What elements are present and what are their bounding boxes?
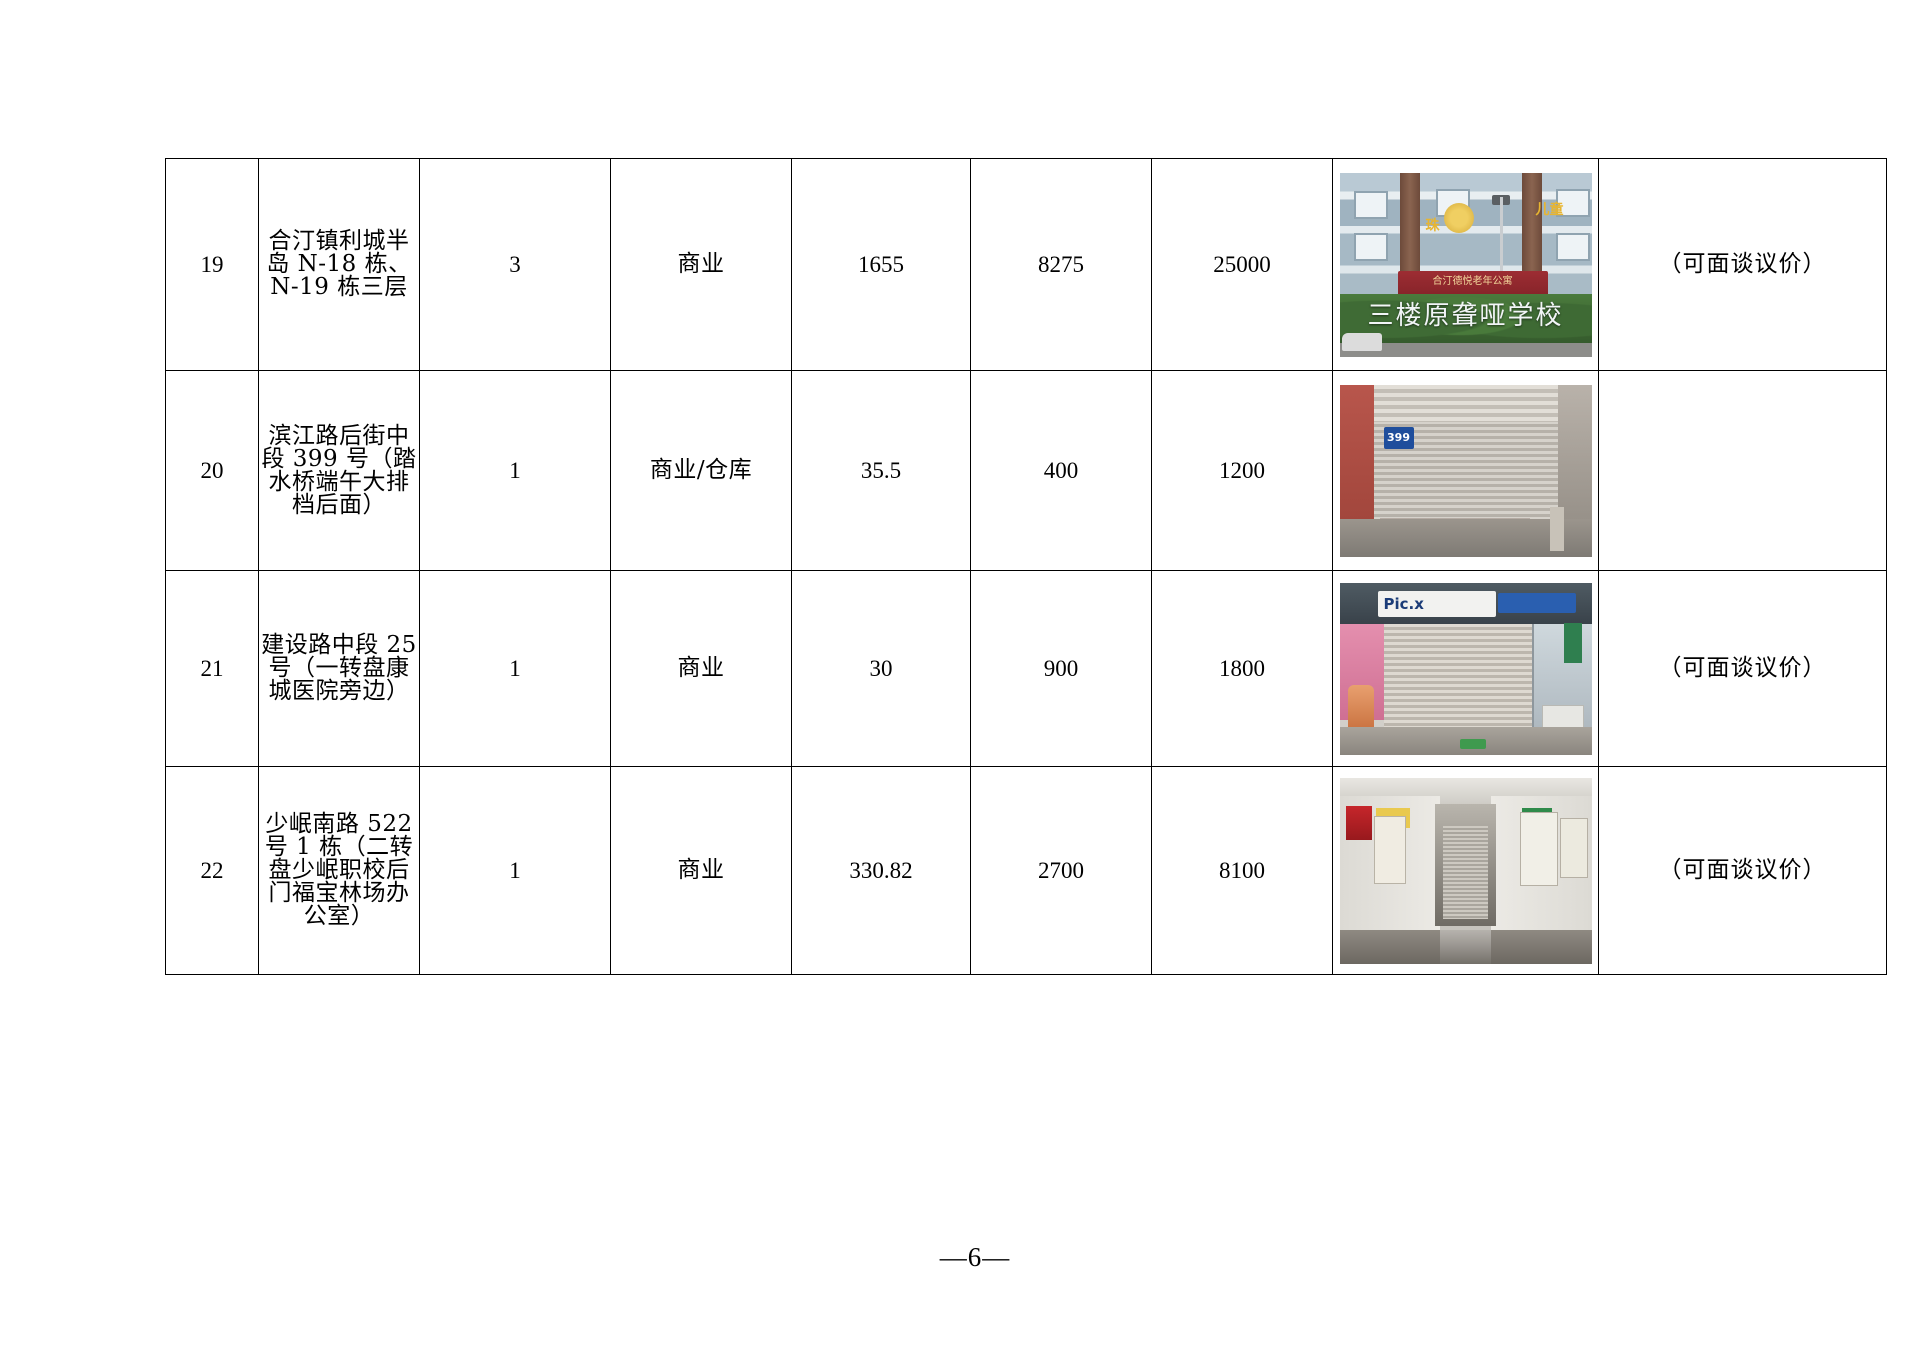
building-elderly-apartment-photo: 珠 儿童 合汀德悦老年公寓 三楼原聋哑学校 xyxy=(1339,172,1592,357)
rolling-shutter-top xyxy=(1373,384,1558,423)
row-photo-cell: Pic.x xyxy=(1332,570,1599,767)
sign-side-right: 儿童 xyxy=(1535,201,1564,218)
green-object-icon xyxy=(1459,738,1486,749)
table-row: 22 少岷南路 522 号 1 栋（二转盘少岷职校后门福宝林场办公室） 1 商业… xyxy=(165,766,1887,975)
row-count: 1 xyxy=(419,370,611,571)
red-banner-text: 合汀德悦老年公寓 xyxy=(1432,275,1513,287)
row-remark: （可面谈议价） xyxy=(1598,570,1887,767)
row-index: 19 xyxy=(165,158,259,371)
notice-board xyxy=(1559,817,1588,878)
shop-sign-text: Pic.x xyxy=(1377,590,1496,617)
row-index: 22 xyxy=(165,766,259,975)
row-remark: （可面谈议价） xyxy=(1598,158,1887,371)
gate-shutter xyxy=(1442,825,1489,919)
floor-strip xyxy=(1339,930,1592,964)
car-icon xyxy=(1341,332,1382,351)
row-address: 少岷南路 522 号 1 栋（二转盘少岷职校后门福宝林场办公室） xyxy=(258,766,420,975)
shop-front-picx-photo: Pic.x xyxy=(1339,582,1592,755)
row-photo-cell: 珠 儿童 合汀德悦老年公寓 三楼原聋哑学校 xyxy=(1332,158,1599,371)
table-row: 21 建设路中段 25 号（一转盘康城医院旁边） 1 商业 30 900 180… xyxy=(165,570,1887,767)
window-icon xyxy=(1555,188,1590,217)
house-number-sign: 399 xyxy=(1383,426,1414,449)
row-area: 330.82 xyxy=(791,766,971,975)
notice-board xyxy=(1519,811,1558,886)
row-area: 30 xyxy=(791,570,971,767)
row-monthly-rent: 2700 xyxy=(970,766,1152,975)
window-icon xyxy=(1353,190,1388,219)
rolling-shutter-storefront-photo: 399 xyxy=(1339,384,1592,557)
red-board-icon xyxy=(1345,805,1372,840)
air-conditioner-icon xyxy=(1541,704,1584,729)
table-row: 19 合汀镇利城半岛 N-18 栋、N-19 栋三层 3 商业 1655 827… xyxy=(165,158,1887,371)
property-listing-table: 19 合汀镇利城半岛 N-18 栋、N-19 栋三层 3 商业 1655 827… xyxy=(165,158,1887,975)
sign-side-left: 珠 xyxy=(1425,217,1440,234)
row-area: 1655 xyxy=(791,158,971,371)
row-monthly-rent: 8275 xyxy=(970,158,1152,371)
row-yearly-rent: 25000 xyxy=(1151,158,1333,371)
row-remark: （可面谈议价） xyxy=(1598,766,1887,975)
table-row: 20 滨江路后街中段 399 号（踏水桥端午大排档后面） 1 商业/仓库 35.… xyxy=(165,370,1887,571)
row-usage: 商业/仓库 xyxy=(610,370,792,571)
floor-reflection xyxy=(1440,930,1491,964)
row-photo-cell xyxy=(1332,766,1599,975)
person-figure xyxy=(1347,684,1374,731)
green-box-icon xyxy=(1563,622,1582,663)
row-index: 21 xyxy=(165,570,259,767)
row-count: 1 xyxy=(419,766,611,975)
row-index: 20 xyxy=(165,370,259,571)
row-photo-cell: 399 xyxy=(1332,370,1599,571)
row-address: 合汀镇利城半岛 N-18 栋、N-19 栋三层 xyxy=(258,158,420,371)
row-yearly-rent: 1200 xyxy=(1151,370,1333,571)
row-area: 35.5 xyxy=(791,370,971,571)
row-yearly-rent: 8100 xyxy=(1151,766,1333,975)
circular-logo-icon xyxy=(1443,202,1474,233)
row-usage: 商业 xyxy=(610,570,792,767)
corridor-notice-boards-photo xyxy=(1339,777,1592,964)
row-usage: 商业 xyxy=(610,158,792,371)
row-monthly-rent: 900 xyxy=(970,570,1152,767)
page-number: —6— xyxy=(939,1242,1011,1272)
rolling-shutter xyxy=(1383,623,1534,727)
lamp-pole xyxy=(1499,196,1503,307)
photo-overlay-text: 三楼原聋哑学校 xyxy=(1367,300,1564,331)
post-icon xyxy=(1549,506,1564,551)
row-address: 滨江路后街中段 399 号（踏水桥端午大排档后面） xyxy=(258,370,420,571)
row-remark xyxy=(1598,370,1887,571)
row-address: 建设路中段 25 号（一转盘康城医院旁边） xyxy=(258,570,420,767)
row-yearly-rent: 1800 xyxy=(1151,570,1333,767)
row-count: 1 xyxy=(419,570,611,767)
shop-sign-blue xyxy=(1497,592,1576,613)
page-footer: —6— xyxy=(0,1242,1920,1273)
window-icon xyxy=(1555,232,1590,261)
window-icon xyxy=(1353,232,1388,261)
row-usage: 商业 xyxy=(610,766,792,975)
row-count: 3 xyxy=(419,158,611,371)
road-strip xyxy=(1339,342,1592,357)
row-monthly-rent: 400 xyxy=(970,370,1152,571)
notice-board xyxy=(1373,815,1406,884)
